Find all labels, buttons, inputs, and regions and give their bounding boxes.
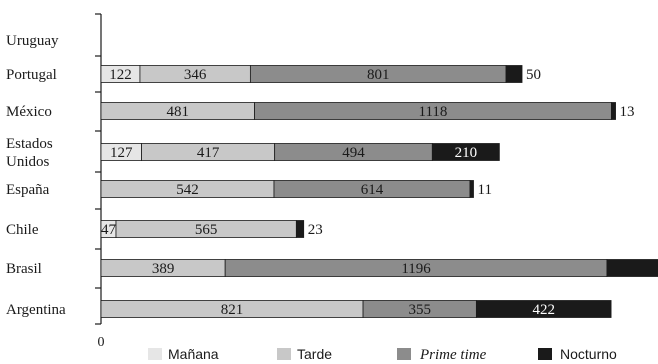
data-label-chile-tarde: 565 [195,222,218,238]
category-label-line: Estados [6,136,53,152]
data-label-portugal-tarde: 346 [184,67,207,83]
bar-segment-portugal-nocturno [505,65,523,83]
data-label-estados-unidos-tarde: 417 [197,145,220,161]
bar-segment-estados-unidos-nocturno [431,143,500,161]
category-label-chile: Chile [6,222,39,238]
category-label-mexico: México [6,104,52,120]
bars-layer [100,65,658,318]
data-label-espana-tarde: 542 [176,182,199,198]
data-label-estados-unidos-nocturno: 210 [455,145,478,161]
data-label-espana-nocturno: 11 [478,182,492,198]
data-label-mexico-nocturno: 13 [620,104,635,120]
category-label-estados-unidos: Estados Unidos [6,136,53,170]
data-label-chile-manana: 47 [101,222,117,238]
data-label-mexico-prime-time: 1118 [419,104,448,120]
data-label-portugal-manana: 122 [109,67,132,83]
legend-swatch-nocturno [538,348,552,360]
bar-segment-brasil-nocturno [606,259,658,277]
category-label-espana: España [6,182,50,198]
data-label-argentina-tarde: 821 [221,302,244,318]
data-label-portugal-prime-time: 801 [367,67,390,83]
category-label-brasil: Brasil [6,261,42,277]
category-label-line: Unidos [6,154,50,170]
data-label-brasil-tarde: 389 [152,261,175,277]
data-label-argentina-nocturno: 422 [532,302,555,318]
bar-segment-chile-nocturno [295,220,305,238]
data-label-mexico-tarde: 481 [167,104,190,120]
data-label-chile-nocturno: 23 [308,222,323,238]
bar-segment-mexico-nocturno [610,102,616,120]
data-label-espana-prime-time: 614 [361,182,384,198]
labels-layer: Uruguay Portugal México Estados Unidos España… [6,33,635,318]
legend: Mañana Tarde Prime time Nocturno [148,346,617,363]
legend-label-nocturno: Nocturno [560,346,617,362]
legend-swatch-tarde [277,348,291,360]
data-label-estados-unidos-prime-time: 494 [342,145,365,161]
category-label-portugal: Portugal [6,67,57,83]
category-label-argentina: Argentina [6,302,66,318]
legend-label-manana: Mañana [168,346,219,362]
data-label-argentina-prime-time: 355 [408,302,431,318]
legend-swatch-prime-time [397,348,411,360]
category-label-uruguay: Uruguay [6,33,59,49]
bar-segment-argentina-nocturno [475,300,612,318]
data-label-brasil-prime-time: 1196 [401,261,431,277]
legend-label-prime-time: Prime time [419,347,487,363]
legend-swatch-manana [148,348,162,360]
bar-segment-espana-nocturno [469,180,474,198]
data-label-portugal-nocturno: 50 [526,67,541,83]
x-tick-label-zero: 0 [98,335,105,350]
data-label-estados-unidos-manana: 127 [110,145,133,161]
legend-label-tarde: Tarde [297,346,332,362]
